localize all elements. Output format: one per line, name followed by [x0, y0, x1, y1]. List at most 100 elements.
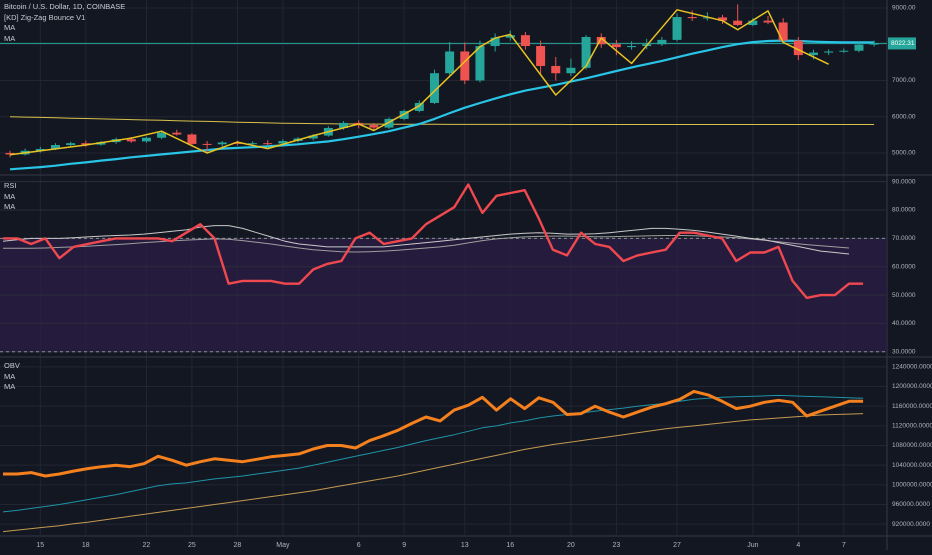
candle — [460, 51, 470, 81]
candle — [217, 142, 227, 145]
obv-label[interactable]: OBV — [4, 361, 20, 370]
candle — [702, 17, 712, 19]
price-legend: Bitcoin / U.S. Dollar, 1D, COINBASE [KD]… — [4, 2, 125, 44]
ma-label[interactable]: MA — [4, 191, 16, 201]
candle — [308, 135, 318, 139]
candle — [126, 139, 136, 142]
candle — [505, 35, 515, 38]
candle — [475, 46, 485, 81]
obv-pane[interactable] — [2, 389, 864, 533]
candle — [5, 152, 15, 155]
candle — [490, 37, 500, 47]
date-tick-label: 4 — [796, 542, 800, 549]
candle — [748, 20, 758, 26]
candle — [35, 148, 45, 151]
candle — [778, 22, 788, 41]
obv-legend: OBV MA MA — [4, 361, 20, 393]
date-tick-label: 20 — [567, 542, 575, 549]
rsi-tick-label: 90.0000 — [892, 178, 916, 185]
date-tick-label: 6 — [357, 542, 361, 549]
candle — [278, 141, 288, 144]
candle — [596, 36, 606, 45]
date-tick-label: 28 — [234, 542, 242, 549]
ma-label[interactable]: MA — [4, 33, 16, 43]
obv-tick-label: 1240000.0000 — [892, 364, 932, 371]
price-tick-label: 7000.00 — [892, 77, 916, 84]
date-tick-label: 27 — [673, 542, 681, 549]
candle — [566, 67, 576, 74]
rsi-tick-label: 80.0000 — [892, 207, 916, 214]
last-price-label: 8022.31 — [891, 40, 915, 47]
candle — [733, 20, 743, 26]
candle — [627, 46, 637, 48]
symbol-title[interactable]: Bitcoin / U.S. Dollar, 1D, COINBASE — [4, 2, 126, 11]
candle — [384, 118, 394, 128]
candle — [657, 39, 667, 45]
obv-ma-slow — [2, 413, 864, 533]
candle — [763, 20, 773, 23]
obv-tick-label: 1000000.0000 — [892, 482, 932, 489]
rsi-tick-label: 50.0000 — [892, 292, 916, 299]
candle — [414, 102, 424, 111]
obv-tick-label: 1080000.0000 — [892, 442, 932, 449]
ma-label[interactable]: MA — [4, 371, 16, 381]
ma-label[interactable]: MA — [4, 202, 16, 211]
candle — [611, 44, 621, 48]
obv-tick-label: 920000.0000 — [892, 521, 930, 528]
candle — [141, 137, 151, 142]
date-tick-label: 25 — [188, 542, 196, 549]
obv-tick-label: 1160000.0000 — [892, 403, 932, 410]
candle — [172, 132, 182, 135]
date-tick-label: 13 — [461, 542, 469, 549]
rsi-legend: RSI MA MA — [4, 181, 17, 213]
candle — [50, 145, 60, 149]
date-tick-label: 15 — [36, 542, 44, 549]
candle — [202, 143, 212, 145]
candle — [399, 110, 409, 119]
date-tick-label: 23 — [613, 542, 621, 549]
candle — [263, 143, 273, 145]
date-tick-label: 7 — [842, 542, 846, 549]
zigzag-indicator-label[interactable]: [KD] Zig-Zag Bounce V1 — [4, 12, 86, 22]
candle — [793, 40, 803, 56]
date-tick-label: 16 — [506, 542, 514, 549]
zigzag-line — [9, 9, 829, 156]
candle — [839, 50, 849, 52]
candle — [687, 17, 697, 19]
ma-label[interactable]: MA — [4, 23, 16, 32]
candle — [232, 142, 242, 144]
candle — [187, 134, 197, 144]
rsi-tick-label: 30.0000 — [892, 348, 916, 355]
axis-layer: 5000.006000.007000.008000.009000.0030.00… — [36, 5, 932, 549]
rsi-tick-label: 40.0000 — [892, 320, 916, 327]
candle — [81, 143, 91, 145]
date-tick-label: 22 — [143, 542, 151, 549]
date-tick-label: May — [276, 542, 290, 549]
price-tick-label: 6000.00 — [892, 113, 916, 120]
obv-tick-label: 1120000.0000 — [892, 423, 932, 430]
obv-ma-fast — [2, 394, 864, 513]
date-tick-label: 9 — [402, 542, 406, 549]
candle — [672, 17, 682, 40]
candle — [718, 17, 728, 21]
obv-line — [3, 389, 864, 478]
obv-tick-label: 1040000.0000 — [892, 462, 932, 469]
rsi-tick-label: 70.0000 — [892, 235, 916, 242]
rsi-ma-fast — [2, 225, 850, 255]
date-tick-label: 18 — [82, 542, 90, 549]
ma-label[interactable]: MA — [4, 382, 16, 391]
rsi-label[interactable]: RSI — [4, 181, 17, 190]
candle — [854, 44, 864, 51]
candle — [429, 73, 439, 103]
price-pane[interactable] — [0, 4, 887, 171]
candle — [869, 43, 879, 45]
candle — [369, 125, 379, 128]
price-tick-label: 9000.00 — [892, 5, 916, 12]
last-price-badge — [888, 37, 916, 50]
candle — [339, 122, 349, 128]
fast-ma-line — [9, 39, 875, 171]
price-tick-label: 5000.00 — [892, 150, 916, 157]
rsi-pane[interactable] — [0, 181, 887, 353]
